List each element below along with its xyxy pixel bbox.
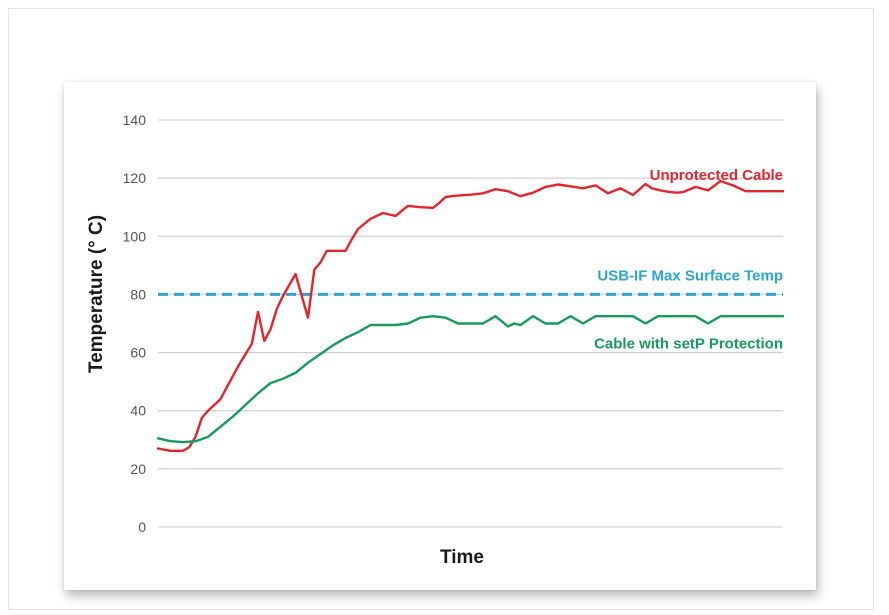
- setp-protection-label: Cable with setP Protection: [594, 335, 783, 352]
- chart-card: 0 20 40 60 80 100 120 140 USB-IF Max Surface Te…: [64, 82, 816, 590]
- y-tick-label: 100: [123, 228, 147, 244]
- y-axis-title: Temperature (° C): [86, 215, 107, 373]
- y-tick-label: 0: [138, 519, 146, 535]
- y-tick-label: 20: [130, 461, 146, 477]
- unprotected-cable-label: Unprotected Cable: [650, 167, 783, 184]
- usb-if-max-temp-label: USB-IF Max Surface Temp: [597, 267, 783, 284]
- y-tick-label: 60: [130, 345, 146, 361]
- y-tick-label: 120: [123, 170, 147, 186]
- series-labels: USB-IF Max Surface Temp Unprotected Cable…: [594, 167, 783, 352]
- y-tick-labels: 0 20 40 60 80 100 120 140: [123, 112, 147, 535]
- temperature-chart: 0 20 40 60 80 100 120 140 USB-IF Max Surface Te…: [86, 112, 785, 568]
- x-axis-title: Time: [440, 547, 484, 568]
- y-tick-label: 80: [130, 286, 146, 302]
- y-tick-label: 40: [130, 403, 146, 419]
- setp-protection-line: [156, 314, 785, 444]
- unprotected-cable-line: [156, 179, 785, 452]
- series-lines: [156, 179, 785, 452]
- y-tick-label: 140: [123, 112, 147, 128]
